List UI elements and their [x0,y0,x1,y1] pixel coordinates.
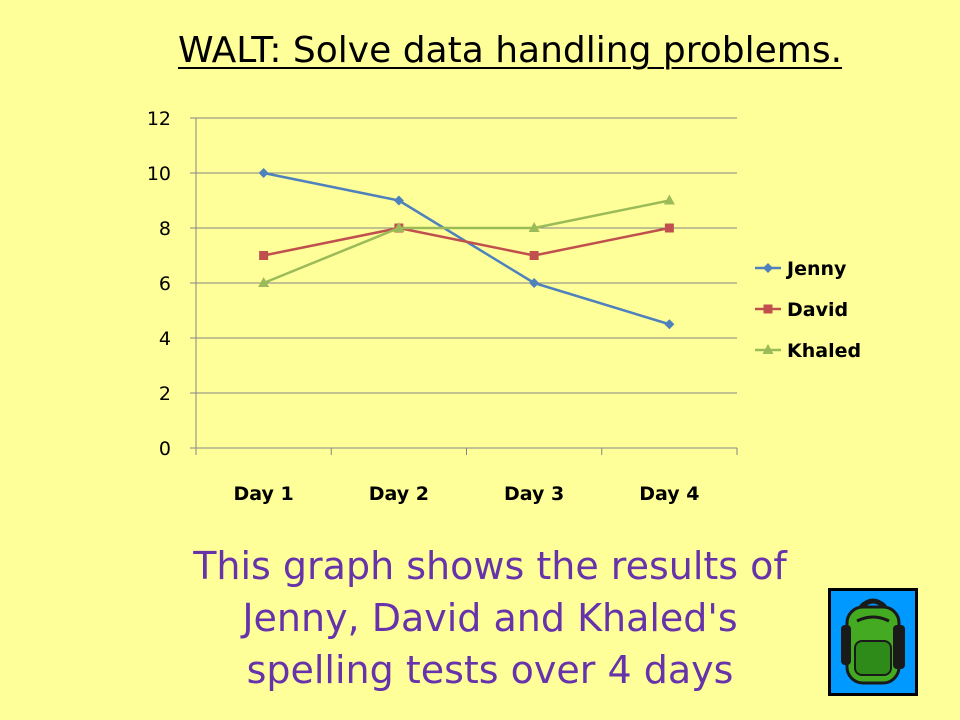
data-point-jenny [529,278,540,288]
data-point-khaled [528,222,540,232]
caption-line: spelling tests over 4 days [246,648,734,692]
series-line-khaled [263,199,670,285]
y-tick-label: 8 [159,218,171,240]
data-point-david [664,223,674,233]
x-tick-label: Day 3 [504,483,564,505]
y-tick-label: 0 [159,438,171,460]
series-line-jenny [263,171,670,326]
series-line-david [263,226,670,257]
data-point-khaled [393,222,405,232]
y-tick-label: 12 [147,108,171,130]
caption-line: Jenny, David and Khaled's [242,596,738,640]
x-tick-label: Day 2 [369,483,429,505]
legend-marker-khaled [762,344,774,354]
data-point-khaled [258,277,270,287]
chart-caption: This graph shows the results of Jenny, D… [150,540,830,696]
backpack-clipart [828,588,918,696]
data-point-jenny [393,195,404,206]
y-tick-label: 4 [159,328,171,350]
backpack-icon [841,598,905,685]
data-point-david [529,251,539,260]
legend-label-david: David [787,299,848,321]
data-point-jenny [664,319,675,330]
legend-label-jenny: Jenny [785,258,847,280]
y-tick-label: 6 [159,273,171,295]
legend-marker-david [763,304,773,314]
data-point-jenny [258,168,269,178]
page-title: WALT: Solve data handling problems. [177,30,843,71]
y-tick-label: 2 [159,383,171,405]
x-tick-label: Day 4 [639,483,699,505]
y-tick-label: 10 [147,163,171,185]
legend-label-khaled: Khaled [787,340,861,362]
caption-line: This graph shows the results of [193,544,787,588]
line-chart: 0 2 4 6 8 10 12 Day 1 Day 2 Day 3 Day 4 Jenny David K… [147,108,861,505]
x-tick-label: Day 1 [234,483,294,505]
data-point-david [259,251,269,260]
data-point-khaled [663,194,675,205]
legend-marker-jenny [763,263,773,273]
